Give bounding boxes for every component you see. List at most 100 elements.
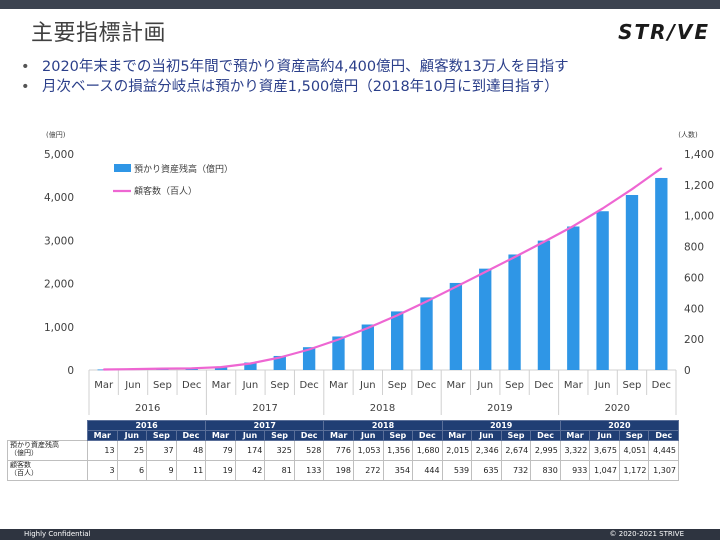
table-month-header: Jun	[589, 430, 620, 441]
customers-point	[631, 188, 633, 191]
table-cell: 11	[175, 460, 207, 481]
customers-point	[660, 167, 663, 170]
table-year-header: 2016	[86, 420, 207, 431]
customers-point	[396, 314, 399, 317]
legend-swatch-bar	[114, 164, 131, 172]
x-axis-tick: Sep	[153, 380, 172, 391]
table-cell: 198	[323, 460, 354, 481]
table-cell: 48	[175, 440, 207, 461]
x-axis-tick: Jun	[359, 380, 376, 391]
data-table: 2016 2017 2018 2019 2020 Mar Jun Sep Dec Mar Jun Se…	[7, 420, 680, 481]
x-axis-tick: Dec	[652, 380, 671, 391]
left-axis-tick: 4,000	[44, 192, 74, 204]
table-cell: 2,346	[471, 440, 502, 461]
legend-label-line: 顧客数（百人）	[134, 185, 197, 197]
x-axis-tick: Jun	[242, 380, 259, 391]
table-cell: 354	[382, 460, 414, 481]
table-cell: 444	[412, 460, 443, 481]
table-cell: 1,053	[352, 440, 384, 461]
table-cell: 272	[352, 460, 384, 481]
table-cell: 37	[146, 440, 177, 461]
bar-jun	[596, 211, 609, 370]
table-cell: 133	[293, 460, 325, 481]
table-year-header: 2018	[323, 420, 443, 431]
right-axis-tick: 200	[684, 334, 704, 346]
combo-chart: (億円) (人数) 0 1,000 2,000 3,000 4,000 5,000 0 200 40…	[44, 130, 714, 415]
table-month-header: Jun	[116, 430, 148, 441]
table-month-header: Dec	[412, 430, 443, 441]
bar-sep	[391, 311, 404, 370]
bullet-item: 2020年末までの当初5年間で預かり資産高約4,400億円、顧客数13万人を目指…	[18, 57, 569, 77]
customers-point	[102, 368, 105, 371]
table-month-header: Dec	[530, 430, 561, 441]
bar-dec	[302, 347, 316, 370]
table-cell: 3,675	[589, 440, 620, 461]
year-label: 2016	[135, 403, 160, 414]
customers-point	[513, 256, 516, 258]
table-month-header: Mar	[559, 430, 591, 441]
table-cell: 776	[323, 440, 354, 461]
year-label: 2020	[605, 403, 630, 414]
table-cell: 42	[234, 460, 266, 481]
right-axis-tick: 600	[684, 272, 704, 284]
left-axis-unit: (億円)	[46, 130, 66, 139]
table-month-header: Sep	[146, 430, 177, 441]
customers-point	[337, 338, 340, 341]
customers-point	[543, 241, 545, 243]
x-axis-tick: Dec	[182, 380, 201, 391]
right-axis-unit: (人数)	[678, 130, 698, 139]
table-year-header: 2019	[441, 420, 561, 431]
bar-sep	[508, 254, 521, 370]
bullet-list: 2020年末までの当初5年間で預かり資産高約4,400億円、顧客数13万人を目指…	[18, 57, 569, 97]
x-axis-tick: Sep	[388, 380, 407, 391]
table-corner	[7, 430, 88, 441]
customers-point	[601, 207, 604, 210]
table-cell: 19	[205, 460, 236, 481]
customers-point	[220, 366, 222, 368]
bullet-item: 月次ベースの損益分岐点は預かり資産1,500億円（2018年10月に到達目指す）	[18, 77, 569, 97]
table-month-header: Dec	[648, 430, 680, 441]
left-axis-tick: 1,000	[44, 322, 74, 334]
x-axis-tick: Jun	[476, 380, 493, 391]
right-axis-tick: 1,200	[684, 180, 714, 192]
page-title: 主要指標計画	[31, 21, 167, 46]
right-axis-tick: 1,000	[684, 211, 714, 223]
table-year-header: 2017	[205, 420, 325, 431]
customers-point	[190, 367, 193, 370]
table-cell: 933	[559, 460, 591, 481]
left-axis-tick: 5,000	[44, 149, 74, 161]
copyright-label: © 2020-2021 STRIVE	[609, 530, 684, 538]
x-axis-tick: Mar	[329, 380, 349, 391]
bar-mar	[332, 336, 345, 370]
table-cell: 635	[471, 460, 502, 481]
bar-sep	[625, 194, 639, 370]
table-row: 預かり資産残高 （億円） 13 25 37 48 79 174 325 528 776 1,053 1,…	[7, 440, 680, 461]
brand-logo: STR/VE	[618, 20, 710, 44]
x-axis-tick: Mar	[94, 380, 114, 391]
table-month-header: Jun	[234, 430, 266, 441]
table-cell: 4,051	[618, 440, 650, 461]
bar-mar	[214, 366, 228, 370]
table-month-header: Jun	[352, 430, 384, 441]
bar-dec	[537, 240, 551, 370]
customers-point	[308, 348, 311, 351]
table-cell: 2,995	[530, 440, 561, 461]
x-axis-tick: Dec	[534, 380, 553, 391]
right-axis-tick: 1,400	[684, 149, 714, 161]
table-cell: 1,172	[618, 460, 650, 481]
customers-point	[278, 356, 281, 359]
table-month-header: Mar	[441, 430, 473, 441]
x-axis-tick: Sep	[270, 380, 289, 391]
customers-line	[103, 167, 662, 371]
customers-point	[425, 300, 428, 303]
customers-point	[366, 327, 369, 329]
customers-point	[249, 362, 252, 365]
bar-jun	[361, 324, 374, 370]
table-cell: 528	[293, 440, 325, 461]
x-axis-tick: Sep	[505, 380, 524, 391]
table-month-header: Jun	[471, 430, 502, 441]
table-cell: 3	[87, 460, 118, 481]
table-cell: 732	[500, 460, 532, 481]
customers-point	[132, 368, 134, 370]
table-cell: 4,445	[648, 440, 680, 461]
